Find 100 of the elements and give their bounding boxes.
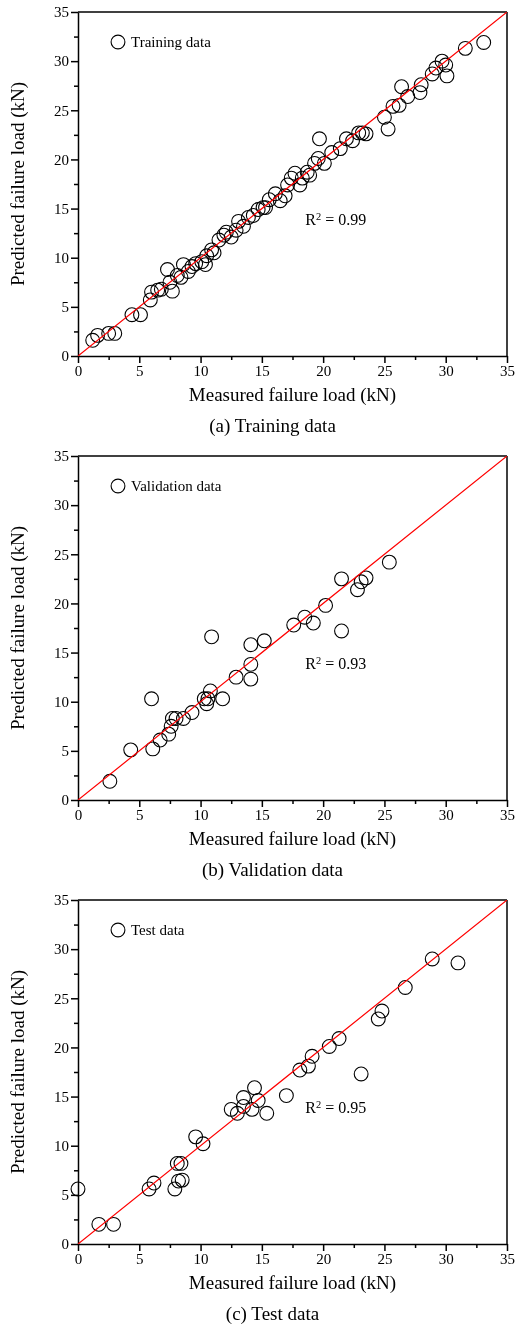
point bbox=[278, 1088, 294, 1104]
x-tick-label: 35 bbox=[500, 1250, 515, 1267]
x-tick-label: 30 bbox=[438, 362, 454, 379]
x-tick-label: 0 bbox=[74, 1250, 83, 1267]
y-tick-label: 15 bbox=[54, 200, 69, 217]
point bbox=[304, 1048, 320, 1064]
y-axis-title: Predicted failure load (kN) bbox=[7, 969, 29, 1175]
legend-label: Test data bbox=[131, 922, 185, 938]
point bbox=[106, 1216, 122, 1232]
point bbox=[243, 671, 259, 687]
x-tick-label: 10 bbox=[193, 1250, 209, 1267]
point bbox=[161, 726, 177, 742]
point bbox=[199, 696, 215, 712]
x-tick-label: 20 bbox=[316, 806, 332, 823]
y-tick-label: 25 bbox=[54, 546, 69, 563]
point bbox=[397, 980, 413, 995]
y-tick-label: 10 bbox=[54, 1138, 69, 1155]
y-tick-label: 20 bbox=[54, 1039, 69, 1056]
point bbox=[450, 955, 466, 971]
point bbox=[334, 571, 349, 587]
point bbox=[215, 691, 231, 707]
y-tick-label: 30 bbox=[54, 941, 69, 958]
y-tick-label: 5 bbox=[61, 1187, 69, 1204]
x-axis-title: Measured failure load (kN) bbox=[188, 1272, 397, 1294]
legend-label: Training data bbox=[131, 34, 212, 50]
point bbox=[204, 629, 220, 645]
x-tick-label: 0 bbox=[74, 362, 83, 379]
point bbox=[169, 1155, 185, 1171]
x-axis-title: Measured failure load (kN) bbox=[188, 828, 397, 850]
y-tick-label: 20 bbox=[54, 151, 69, 168]
point bbox=[171, 1173, 186, 1189]
y-tick-label: 35 bbox=[54, 892, 69, 909]
y-tick-label: 10 bbox=[54, 250, 69, 267]
x-tick-label: 15 bbox=[254, 806, 270, 823]
point bbox=[196, 691, 212, 707]
point bbox=[188, 1129, 204, 1145]
text: (a) Training data bbox=[209, 415, 337, 437]
y-axis-title: Predicted failure load (kN) bbox=[7, 81, 29, 287]
point bbox=[321, 1039, 337, 1054]
point bbox=[236, 1090, 251, 1105]
point bbox=[236, 1098, 251, 1114]
y-tick-label: 10 bbox=[54, 694, 69, 711]
y-tick-label: 20 bbox=[54, 595, 69, 612]
point bbox=[244, 1101, 260, 1117]
point bbox=[174, 1172, 190, 1188]
point bbox=[223, 1101, 239, 1117]
x-tick-label: 15 bbox=[254, 1250, 270, 1267]
y-tick-label: 5 bbox=[61, 743, 69, 760]
point bbox=[353, 1066, 369, 1082]
point bbox=[175, 710, 191, 726]
point bbox=[145, 741, 161, 757]
x-tick-label: 25 bbox=[377, 806, 393, 823]
point bbox=[70, 1181, 86, 1197]
y-tick-label: 25 bbox=[54, 102, 69, 119]
x-tick-label: 20 bbox=[316, 362, 332, 379]
point bbox=[247, 1080, 262, 1096]
y-tick-label: 25 bbox=[54, 990, 69, 1007]
point bbox=[123, 742, 139, 758]
x-tick-label: 25 bbox=[377, 1250, 393, 1267]
point bbox=[256, 633, 272, 649]
point bbox=[195, 1136, 211, 1152]
point bbox=[200, 691, 216, 707]
x-tick-label: 5 bbox=[136, 362, 144, 379]
point bbox=[370, 1011, 386, 1027]
point bbox=[91, 1216, 107, 1232]
point bbox=[202, 683, 218, 699]
x-tick-label: 35 bbox=[500, 362, 515, 379]
y-tick-label: 0 bbox=[61, 348, 69, 365]
point bbox=[424, 951, 440, 967]
x-tick-label: 10 bbox=[193, 362, 209, 379]
point bbox=[144, 691, 159, 707]
point bbox=[305, 615, 321, 631]
point bbox=[350, 582, 365, 598]
x-tick-label: 10 bbox=[193, 806, 209, 823]
y-tick-label: 0 bbox=[61, 792, 69, 809]
point bbox=[300, 1058, 316, 1074]
text: (c) Test data bbox=[225, 1303, 320, 1325]
point bbox=[381, 554, 397, 570]
point bbox=[146, 1175, 162, 1191]
y-tick-label: 35 bbox=[54, 448, 69, 465]
point bbox=[243, 656, 259, 672]
annotation: R$^{2}$ = 0.99 bbox=[305, 210, 367, 229]
point bbox=[228, 669, 244, 685]
point bbox=[167, 1181, 183, 1197]
point bbox=[184, 705, 200, 720]
x-axis-title: Measured failure load (kN) bbox=[188, 384, 397, 406]
annotation: R$^{2}$ = 0.95 bbox=[305, 1098, 367, 1117]
point bbox=[331, 1031, 347, 1047]
x-tick-label: 30 bbox=[438, 806, 454, 823]
point bbox=[358, 570, 374, 586]
point bbox=[334, 623, 349, 639]
x-tick-label: 25 bbox=[377, 362, 393, 379]
y-tick-label: 15 bbox=[54, 644, 69, 661]
point bbox=[163, 718, 179, 734]
x-tick-label: 5 bbox=[136, 806, 144, 823]
y-tick-label: 15 bbox=[54, 1088, 69, 1105]
point bbox=[297, 609, 313, 625]
point bbox=[286, 617, 302, 633]
x-tick-label: 30 bbox=[438, 1250, 454, 1267]
y-tick-label: 0 bbox=[61, 1236, 69, 1253]
